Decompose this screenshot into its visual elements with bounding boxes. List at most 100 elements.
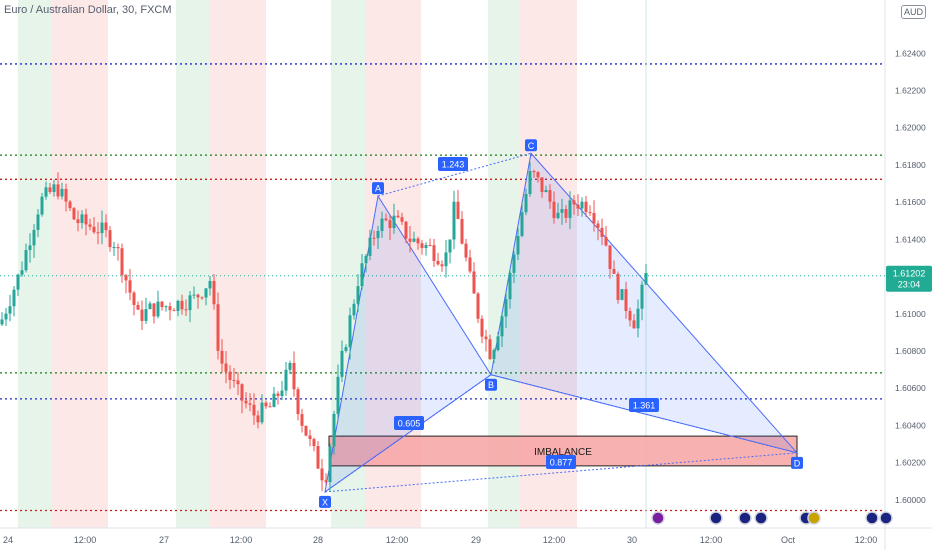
economic-event-icon[interactable] [807,511,821,525]
candle-body [324,480,328,483]
economic-event-icon[interactable] [865,511,879,525]
candle-body [528,171,532,194]
candle-body [384,218,388,221]
candle-body [568,200,572,218]
candle-body [204,288,208,298]
candle-body [284,369,288,391]
candle-body [552,201,556,219]
candle-body [40,196,44,215]
candle-body [216,304,220,351]
candle-body [288,362,292,370]
candle-body [112,247,116,249]
candle-body [164,306,168,308]
candle-body [472,271,476,294]
candle-body [224,363,228,372]
candle-body [48,187,52,193]
currency-badge[interactable]: AUD [901,5,927,19]
ratio-badge[interactable] [438,157,468,171]
ratio-badge[interactable] [546,455,576,469]
candle-body [612,268,616,274]
candle-body [16,274,20,290]
ratio-line-bd [490,374,798,454]
candle-body [316,446,320,469]
economic-event-icon[interactable] [709,511,723,525]
pattern-point-label: D [794,458,801,468]
economic-event-icon[interactable] [651,511,665,525]
candle-body [260,402,264,423]
pattern-point-b[interactable] [485,378,497,391]
candle-body [404,221,408,239]
price-tick-label: 1.61000 [895,309,926,319]
candle-body [572,200,576,205]
candle-body [460,218,464,244]
ratio-badge-label: 0.605 [398,419,421,429]
candle-body [4,313,8,320]
candle-body [440,264,444,267]
candle-body [172,310,176,312]
candle-body [336,376,340,414]
economic-event-icon[interactable] [754,511,768,525]
pattern-point-d[interactable] [791,456,803,469]
time-tick-label: 12:00 [230,535,253,545]
candle-body [416,238,420,244]
candle-body [592,212,596,224]
candle-body [360,263,364,287]
candle-body [152,303,156,317]
candle-body [348,315,352,348]
imbalance-label: IMBALANCE [534,447,592,458]
candle-body [636,308,640,329]
candle-body [76,219,80,224]
price-tick-label: 1.62400 [895,48,926,58]
candle-body [200,297,204,299]
candle-body [484,336,488,340]
candle-body [244,400,248,404]
candle-body [520,212,524,236]
ratio-line-xb [324,374,492,493]
price-tick-label: 1.61600 [895,197,926,207]
candle-body [372,237,376,239]
ratio-badge-label: 1.243 [442,160,465,170]
ratio-badge[interactable] [629,398,659,412]
candle-body [548,190,552,202]
candle-body [468,257,472,272]
candle-body [272,393,276,407]
candle-body [100,222,104,234]
price-tick-label: 1.60400 [895,420,926,430]
candle-body [584,201,588,212]
pattern-point-label: A [375,184,381,194]
candle-body [232,379,236,381]
pattern-point-a[interactable] [372,182,384,195]
current-price-tag[interactable] [886,265,932,292]
candle-body [240,384,244,401]
ratio-badge[interactable] [394,416,424,430]
candle-body [320,468,324,481]
candle-body [432,245,436,261]
price-tick-label: 1.61400 [895,234,926,244]
candle-body [156,301,160,317]
session-band [176,0,210,528]
pattern-point-c[interactable] [525,139,537,152]
candle-body [180,300,184,310]
economic-event-icon[interactable] [738,511,752,525]
candle-body [0,319,4,325]
ratio-line-xd [324,452,798,493]
candle-body [268,406,272,408]
candle-body [20,270,24,275]
candle-body [596,223,600,228]
candle-body [428,245,432,247]
candle-body [168,306,172,311]
candle-body [252,404,256,416]
session-band [210,0,266,528]
candle-body [56,184,60,197]
candle-body [452,201,456,240]
economic-event-icon[interactable] [879,511,893,525]
pattern-point-x[interactable] [319,495,331,508]
candle-body [280,390,284,396]
candle-body [332,413,336,447]
time-tick-label: 12:00 [74,535,97,545]
candle-body [160,301,164,308]
candle-body [188,295,192,311]
candle-body [424,245,428,249]
candle-body [88,224,92,227]
